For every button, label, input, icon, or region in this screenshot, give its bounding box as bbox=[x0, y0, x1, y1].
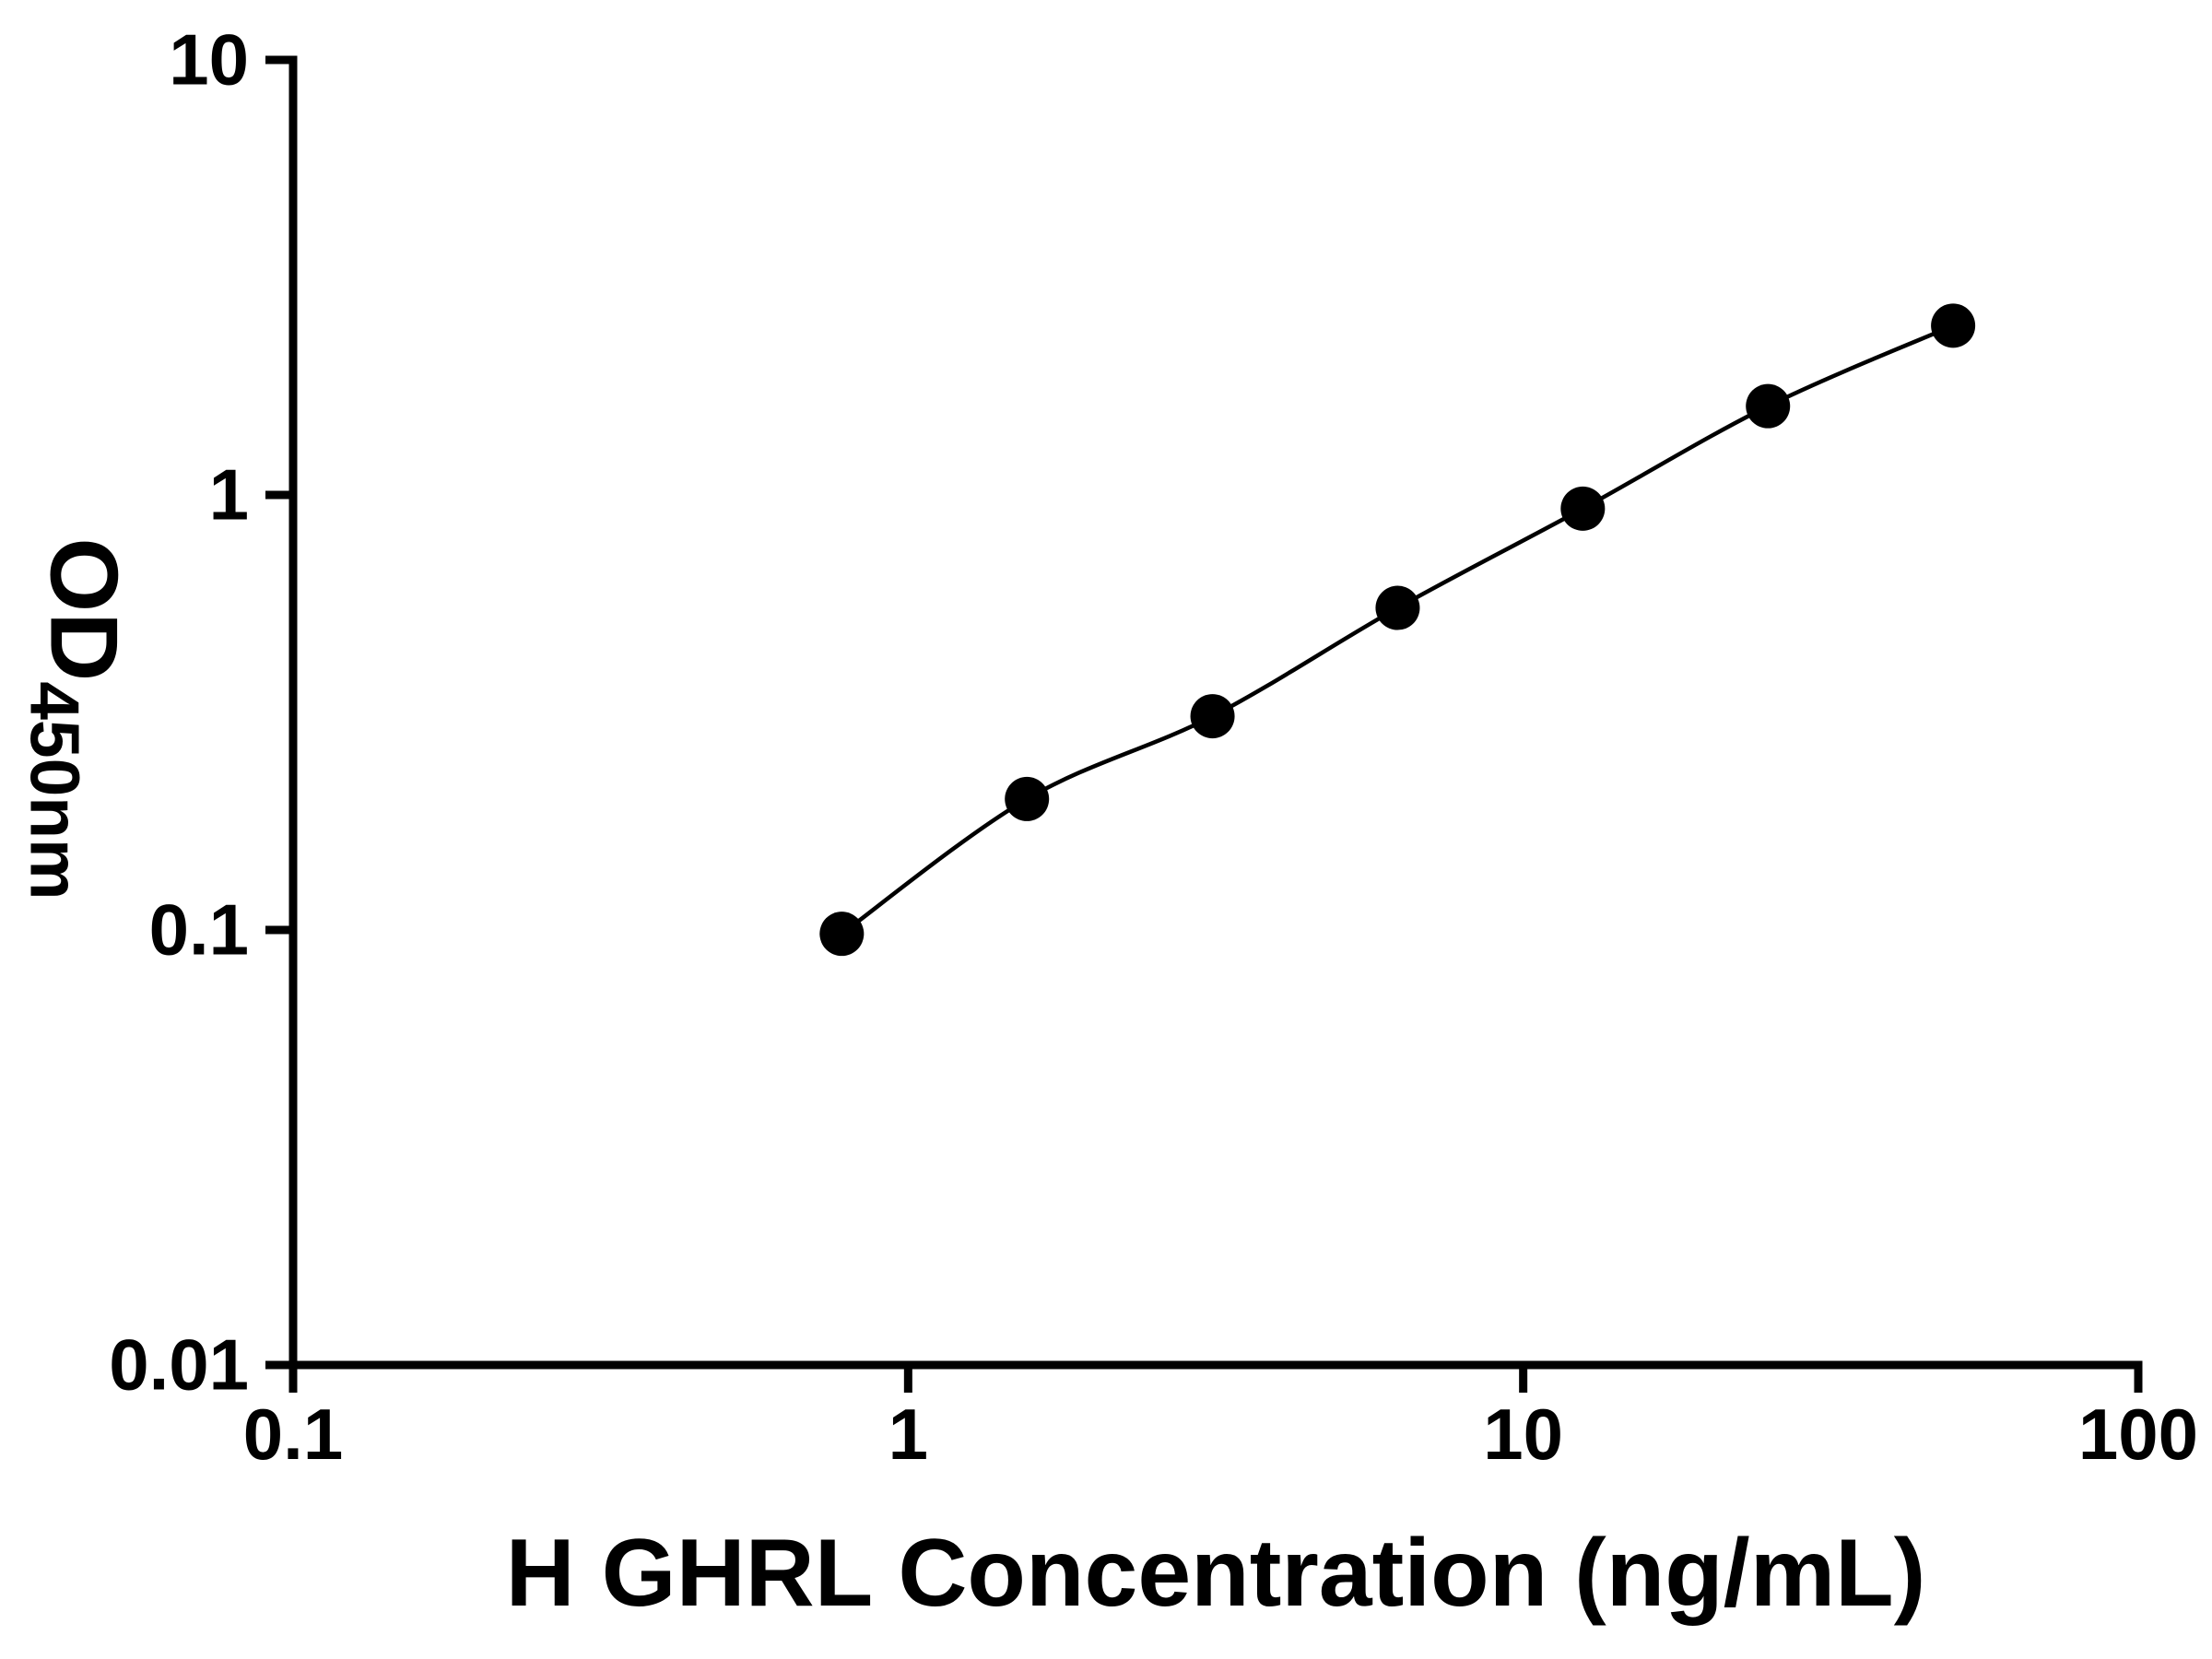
y-axis-title-main: OD bbox=[29, 537, 137, 682]
data-point bbox=[1746, 383, 1791, 429]
data-point bbox=[1005, 776, 1050, 821]
x-axis-title: H GHRL Concentration (ng/mL) bbox=[505, 1520, 1926, 1627]
y-tick-label: 1 bbox=[209, 454, 249, 535]
data-point bbox=[1931, 303, 1976, 348]
y-tick-label: 10 bbox=[169, 19, 249, 100]
y-axis-title: OD450nm bbox=[16, 537, 137, 900]
x-tick-label: 0.1 bbox=[243, 1394, 343, 1475]
y-tick-label: 0.1 bbox=[149, 889, 249, 971]
x-tick-label: 100 bbox=[2078, 1394, 2198, 1475]
x-tick-label: 1 bbox=[888, 1394, 928, 1475]
x-tick-label: 10 bbox=[1483, 1394, 1563, 1475]
data-point bbox=[1375, 585, 1420, 630]
y-tick-label: 0.01 bbox=[109, 1324, 249, 1406]
y-axis-title-subscript: 450nm bbox=[16, 681, 94, 900]
data-point bbox=[1190, 694, 1235, 739]
data-point bbox=[1560, 486, 1606, 531]
data-point bbox=[819, 912, 865, 957]
